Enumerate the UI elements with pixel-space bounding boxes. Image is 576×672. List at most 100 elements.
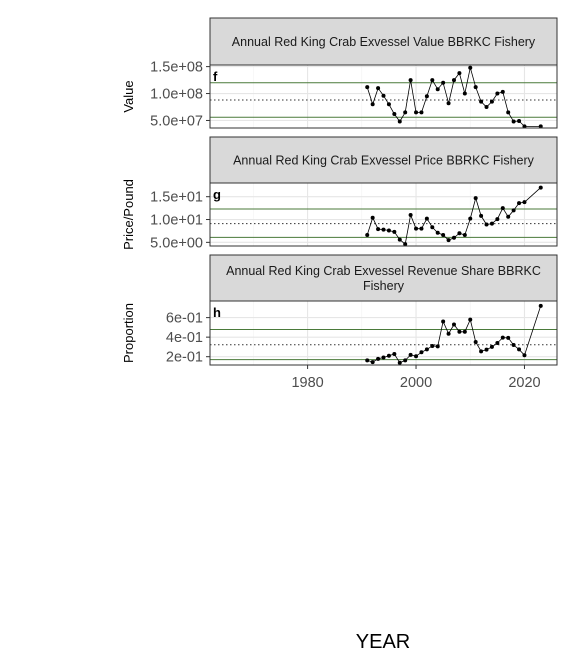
data-point — [506, 335, 511, 340]
plot-background — [210, 301, 557, 365]
y-tick-label: 5.0e+00 — [150, 235, 203, 251]
data-point — [392, 351, 397, 356]
data-point — [538, 124, 543, 129]
facet-title: Annual Red King Crab Exvessel Price BBRK… — [233, 154, 535, 168]
data-point — [446, 331, 451, 336]
data-point — [435, 230, 440, 235]
data-point — [506, 214, 511, 219]
data-point — [538, 303, 543, 308]
data-point — [473, 340, 478, 345]
data-point — [462, 233, 467, 238]
data-point — [430, 78, 435, 83]
facet-title: Annual Red King Crab Exvessel Value BBRK… — [232, 35, 536, 49]
series-line — [524, 305, 542, 356]
y-tick-label: 1.0e+01 — [150, 213, 203, 229]
panel-border — [209, 182, 558, 247]
data-point — [414, 110, 419, 115]
data-point — [468, 317, 473, 322]
data-point — [370, 360, 375, 365]
panel-f: Annual Red King Crab Exvessel Value BBRK… — [121, 17, 558, 129]
panel-border — [209, 300, 558, 366]
data-point — [473, 196, 478, 201]
data-point — [511, 119, 516, 124]
panel-h: Annual Red King Crab Exvessel Revenue Sh… — [121, 254, 558, 366]
data-point — [424, 94, 429, 99]
y-axis-title: Proportion — [121, 303, 136, 363]
y-tick-label: 2e-01 — [166, 350, 203, 366]
data-point — [489, 221, 494, 226]
data-point — [457, 71, 462, 76]
data-point — [462, 91, 467, 96]
data-point — [376, 86, 381, 91]
data-point — [500, 335, 505, 340]
data-point — [500, 89, 505, 94]
facet-strip — [209, 17, 558, 66]
data-point — [511, 208, 516, 213]
data-point — [403, 358, 408, 363]
panel-tag: g — [213, 187, 221, 202]
data-point — [435, 344, 440, 349]
data-point — [522, 200, 527, 205]
data-point — [381, 93, 386, 98]
data-point — [500, 206, 505, 211]
data-point — [414, 354, 419, 359]
x-tick-label: 1980 — [291, 375, 323, 391]
data-point — [522, 124, 527, 129]
data-point — [479, 213, 484, 218]
facet-strip — [209, 136, 558, 184]
data-point — [386, 353, 391, 358]
data-point — [451, 322, 456, 327]
data-point — [446, 238, 451, 243]
y-tick-label: 6e-01 — [166, 311, 203, 327]
data-point — [370, 102, 375, 107]
data-point — [408, 352, 413, 357]
data-point — [446, 101, 451, 106]
x-tick-label: 2020 — [508, 375, 540, 391]
data-point — [517, 347, 522, 352]
data-point — [386, 102, 391, 107]
data-point — [430, 343, 435, 348]
x-axis-title: YEAR — [356, 631, 410, 653]
data-point — [473, 85, 478, 90]
facet-title: Annual Red King Crab Exvessel Revenue Sh… — [226, 264, 541, 278]
data-point — [479, 99, 484, 104]
panel-border — [209, 64, 558, 129]
data-point — [424, 216, 429, 221]
data-point — [484, 222, 489, 227]
data-point — [397, 237, 402, 242]
data-point — [538, 185, 543, 190]
data-point — [484, 105, 489, 109]
data-point — [376, 356, 381, 361]
y-tick-label: 1.5e+08 — [150, 60, 203, 76]
plot-background — [210, 183, 557, 246]
y-tick-label: 4e-01 — [166, 330, 203, 346]
y-tick-label: 5.0e+07 — [150, 113, 203, 129]
panel-g: Annual Red King Crab Exvessel Price BBRK… — [121, 136, 558, 251]
facet-strip — [209, 254, 558, 302]
panel-tag: h — [213, 305, 221, 320]
data-point — [522, 353, 527, 358]
data-point — [392, 112, 397, 116]
data-point — [419, 350, 424, 355]
data-point — [419, 110, 424, 115]
data-point — [495, 217, 500, 222]
panel-tag: f — [213, 69, 218, 84]
data-point — [495, 91, 500, 96]
data-point — [381, 355, 386, 360]
data-point — [441, 80, 446, 85]
data-point — [489, 99, 494, 104]
data-point — [403, 110, 408, 115]
data-point — [370, 215, 375, 220]
data-point — [457, 231, 462, 236]
data-point — [435, 87, 440, 92]
data-point — [506, 110, 511, 115]
data-point — [365, 358, 370, 363]
data-point — [397, 119, 402, 124]
data-point — [462, 329, 467, 334]
data-point — [484, 347, 489, 352]
data-point — [403, 242, 408, 247]
data-point — [392, 229, 397, 234]
data-point — [479, 349, 484, 354]
y-axis-title: Price/Pound — [121, 179, 136, 250]
